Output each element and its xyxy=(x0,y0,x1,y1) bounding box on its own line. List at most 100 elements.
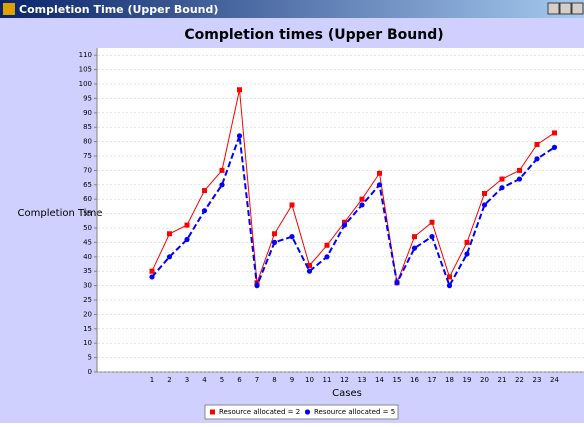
x-tick-label: 8 xyxy=(272,376,276,384)
x-tick-label: 10 xyxy=(305,376,314,384)
point xyxy=(359,202,365,208)
x-tick-label: 4 xyxy=(202,376,207,384)
y-tick-label: 40 xyxy=(83,253,92,261)
y-tick-label: 75 xyxy=(83,152,92,160)
point xyxy=(464,251,470,257)
point xyxy=(324,242,330,248)
point xyxy=(394,280,400,286)
point xyxy=(534,156,540,162)
point xyxy=(412,234,417,240)
point xyxy=(236,133,243,139)
y-tick-label: 25 xyxy=(83,296,92,304)
y-tick-label: 50 xyxy=(83,224,92,232)
x-tick-label: 16 xyxy=(410,376,419,384)
series-line xyxy=(151,89,555,285)
point xyxy=(289,234,295,240)
y-tick-label: 70 xyxy=(83,166,92,174)
point xyxy=(342,219,347,225)
x-tick-label: 23 xyxy=(533,376,542,384)
point xyxy=(359,196,365,202)
point xyxy=(411,245,418,251)
legend-swatch xyxy=(210,409,215,415)
y-axis-label: Completion Time xyxy=(18,208,103,219)
point xyxy=(534,141,540,147)
x-tick-label: 14 xyxy=(375,376,384,384)
point xyxy=(237,87,242,93)
point xyxy=(482,190,487,196)
y-tick-label: 65 xyxy=(83,181,92,189)
point xyxy=(272,231,277,237)
maximize-button[interactable] xyxy=(559,2,572,15)
x-tick-label: 17 xyxy=(428,376,437,384)
point xyxy=(167,231,172,237)
y-tick-label: 30 xyxy=(83,282,92,290)
plot-area xyxy=(97,48,584,372)
point xyxy=(446,283,453,289)
legend-swatch xyxy=(304,409,311,415)
point xyxy=(184,222,190,228)
y-tick-label: 10 xyxy=(83,339,92,347)
y-tick-label: 90 xyxy=(83,109,92,117)
legend-label: Resource allocated = 2 xyxy=(219,408,300,416)
point xyxy=(499,176,505,182)
x-tick-label: 11 xyxy=(323,376,332,384)
point xyxy=(516,176,523,182)
point xyxy=(499,185,505,191)
point xyxy=(184,236,190,243)
x-tick-label: 3 xyxy=(185,376,189,384)
point xyxy=(517,167,522,173)
y-tick-label: 60 xyxy=(83,195,92,203)
y-tick-label: 110 xyxy=(79,51,92,59)
legend-label: Resource allocated = 5 xyxy=(314,408,395,416)
x-tick-label: 7 xyxy=(255,376,259,384)
point xyxy=(481,202,488,208)
point xyxy=(307,262,312,268)
chart-title: Completion times (Upper Bound) xyxy=(184,27,443,43)
point xyxy=(202,188,207,194)
y-tick-label: 105 xyxy=(79,66,92,74)
y-tick-label: 85 xyxy=(83,123,92,131)
point xyxy=(166,254,173,260)
point xyxy=(429,234,435,240)
point xyxy=(254,283,260,289)
title-bar xyxy=(0,0,584,18)
point xyxy=(429,219,435,225)
legend xyxy=(204,404,399,420)
x-tick-label: 15 xyxy=(393,376,402,384)
x-tick-label: 20 xyxy=(480,376,489,384)
point xyxy=(341,222,348,228)
y-tick-label: 20 xyxy=(83,310,92,318)
minimize-button[interactable] xyxy=(547,2,560,15)
x-tick-label: 24 xyxy=(550,376,559,384)
x-tick-label: 13 xyxy=(358,376,367,384)
x-tick-label: 6 xyxy=(237,376,242,384)
point xyxy=(289,202,295,208)
x-tick-label: 9 xyxy=(290,376,294,384)
y-tick-label: 80 xyxy=(83,138,92,146)
close-button[interactable] xyxy=(571,2,584,15)
y-tick-label: 5 xyxy=(88,354,92,362)
point xyxy=(464,239,470,245)
point xyxy=(149,268,155,274)
x-tick-label: 5 xyxy=(220,376,224,384)
app-icon xyxy=(3,3,15,15)
point xyxy=(271,239,278,245)
x-tick-label: 2 xyxy=(167,376,171,384)
y-tick-label: 100 xyxy=(79,80,92,88)
point xyxy=(376,182,383,188)
y-tick-label: 55 xyxy=(83,210,92,218)
series-line xyxy=(151,135,556,289)
point xyxy=(447,274,452,280)
y-tick-label: 15 xyxy=(83,325,92,333)
y-tick-label: 0 xyxy=(88,368,92,376)
x-tick-label: 1 xyxy=(150,376,154,384)
point xyxy=(552,130,557,136)
point xyxy=(219,167,225,173)
point xyxy=(377,170,382,176)
y-tick-label: 35 xyxy=(83,267,92,275)
point xyxy=(219,182,225,188)
x-tick-label: 12 xyxy=(340,376,349,384)
x-axis-label: Cases xyxy=(332,388,362,399)
point xyxy=(324,254,330,260)
x-tick-label: 22 xyxy=(515,376,524,384)
